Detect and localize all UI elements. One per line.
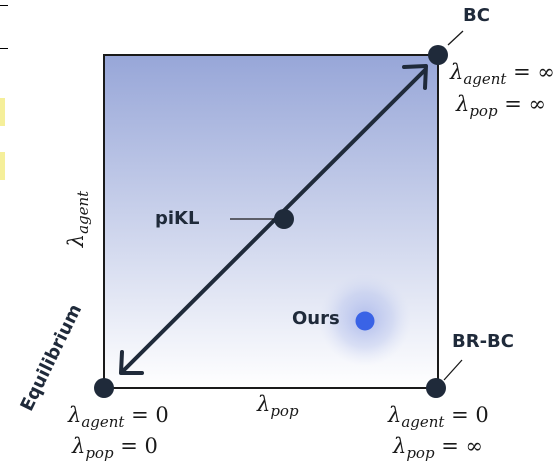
edge-line-top — [0, 5, 8, 6]
y-axis-label: λagent — [64, 190, 93, 248]
brbc-agent-value: λagent = 0 — [388, 403, 489, 431]
brbc-pop-value: λpop = ∞ — [393, 434, 484, 462]
ours-point-icon — [355, 311, 375, 331]
bc-point-icon — [428, 45, 448, 65]
bc-pop-value: λpop = ∞ — [456, 92, 547, 120]
x-axis-label: λpop — [257, 392, 299, 420]
edge-line-lower — [0, 48, 8, 49]
equilibrium-pop-value: λpop = 0 — [72, 434, 158, 462]
brbc-leader — [443, 359, 463, 381]
ours-label: Ours — [292, 308, 340, 329]
equilibrium-point-icon — [94, 378, 114, 398]
pikl-point-icon — [274, 209, 294, 229]
bc-leader — [447, 30, 464, 46]
edge-highlight-2 — [0, 152, 5, 180]
bc-agent-value: λagent = ∞ — [450, 60, 555, 88]
brbc-label: BR-BC — [452, 331, 514, 352]
bc-label: BC — [463, 5, 490, 26]
pikl-label: piKL — [155, 208, 200, 229]
double-headed-arrow-icon — [119, 64, 428, 375]
brbc-point-icon — [426, 378, 446, 398]
equilibrium-agent-value: λagent = 0 — [68, 403, 169, 431]
edge-highlight-1 — [0, 98, 5, 126]
